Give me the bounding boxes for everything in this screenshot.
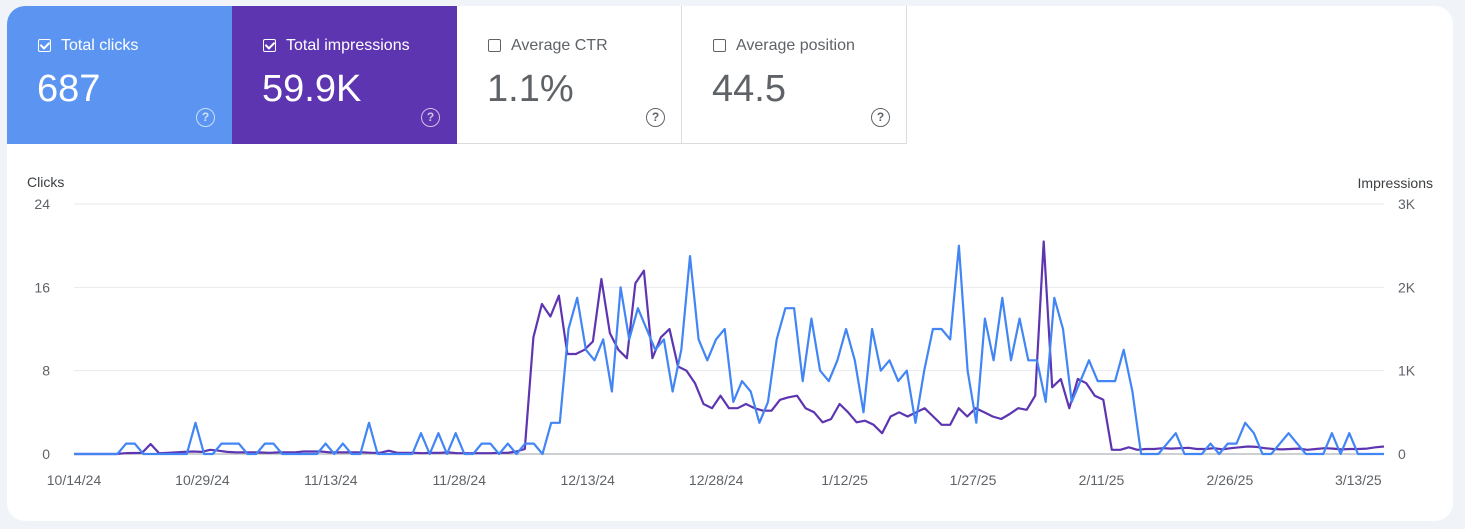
metric-value: 687 bbox=[37, 68, 101, 110]
help-icon[interactable]: ? bbox=[196, 108, 215, 127]
performance-chart: 0 8 16 24 0 1K 2K 3K Clicks Impressions 10/14/24 10… bbox=[27, 174, 1433, 488]
x-tick-label: 10/29/24 bbox=[175, 472, 230, 488]
x-tick-label: 1/12/25 bbox=[821, 472, 868, 488]
x-tick-label: 3/13/25 bbox=[1335, 472, 1382, 488]
x-tick-label: 2/26/25 bbox=[1207, 472, 1254, 488]
x-tick-label: 12/13/24 bbox=[560, 472, 615, 488]
metric-label: Total impressions bbox=[286, 37, 410, 54]
metric-tile-total-clicks[interactable]: Total clicks 687 ? bbox=[7, 6, 232, 144]
series-line-impressions bbox=[74, 240, 1385, 456]
y-tick-label-left: 24 bbox=[34, 196, 50, 212]
x-tick-label: 2/11/25 bbox=[1079, 472, 1125, 488]
metric-label: Total clicks bbox=[61, 37, 139, 54]
x-tick-label: 11/13/24 bbox=[304, 472, 358, 488]
x-tick-label: 1/27/25 bbox=[950, 472, 997, 488]
checkbox-icon[interactable] bbox=[488, 39, 501, 52]
help-icon[interactable]: ? bbox=[646, 108, 665, 127]
metric-tile-average-ctr[interactable]: Average CTR 1.1% ? bbox=[457, 6, 682, 144]
y-tick-label-left: 0 bbox=[42, 446, 50, 462]
metric-value: 44.5 bbox=[712, 68, 786, 110]
y-tick-label-right: 2K bbox=[1398, 279, 1416, 295]
metric-tiles: Total clicks 687 ? Total impressions 59.… bbox=[7, 6, 907, 144]
x-tick-label: 12/28/24 bbox=[689, 472, 744, 488]
metric-label: Average CTR bbox=[511, 37, 608, 54]
metric-tile-average-position[interactable]: Average position 44.5 ? bbox=[682, 6, 907, 144]
y-tick-label-right: 3K bbox=[1398, 196, 1416, 212]
metric-tile-total-impressions[interactable]: Total impressions 59.9K ? bbox=[232, 6, 457, 144]
y-tick-label-left: 8 bbox=[42, 363, 50, 379]
help-icon[interactable]: ? bbox=[871, 108, 890, 127]
checkbox-icon[interactable] bbox=[713, 39, 726, 52]
metric-value: 1.1% bbox=[487, 68, 574, 110]
x-tick-label: 10/14/24 bbox=[47, 472, 102, 488]
metric-label: Average position bbox=[736, 37, 855, 54]
help-icon[interactable]: ? bbox=[421, 108, 440, 127]
y-tick-label-left: 16 bbox=[34, 279, 50, 295]
checkbox-icon[interactable] bbox=[263, 39, 276, 52]
y-axis-label-right: Impressions bbox=[1358, 175, 1433, 191]
x-tick-label: 11/28/24 bbox=[433, 472, 487, 488]
series-line-clicks bbox=[74, 244, 1384, 456]
performance-card: Total clicks 687 ? Total impressions 59.… bbox=[7, 6, 1453, 521]
metric-value: 59.9K bbox=[262, 68, 362, 110]
y-tick-label-right: 1K bbox=[1398, 363, 1416, 379]
checkbox-icon[interactable] bbox=[38, 39, 51, 52]
y-axis-label-left: Clicks bbox=[27, 174, 64, 190]
y-tick-label-right: 0 bbox=[1398, 446, 1406, 462]
